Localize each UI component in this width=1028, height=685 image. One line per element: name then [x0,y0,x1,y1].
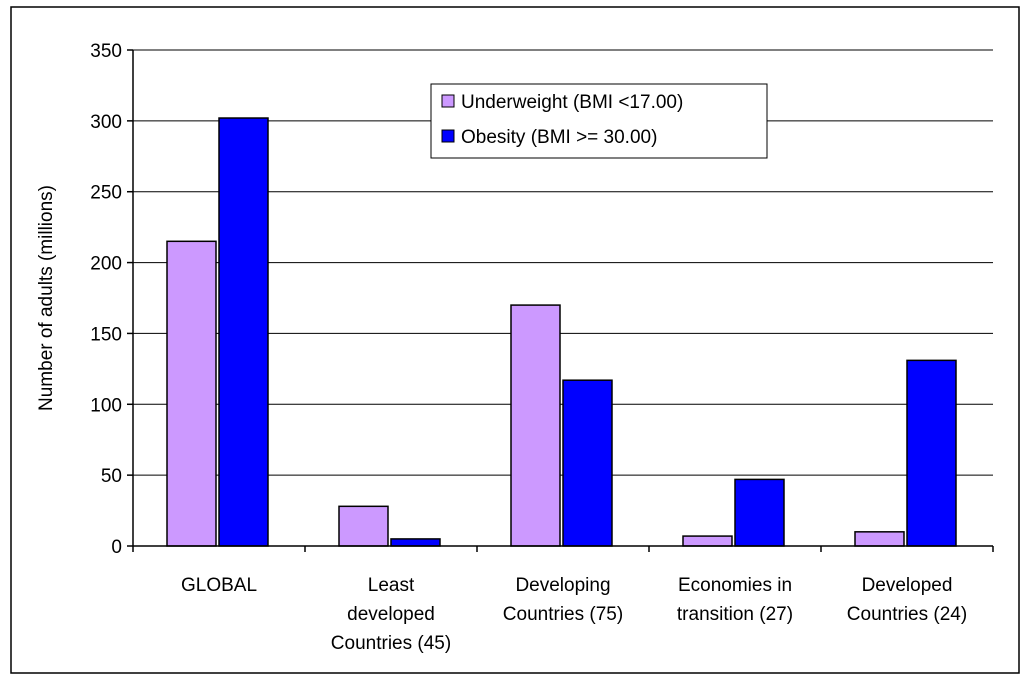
legend-label-obesity: Obesity (BMI >= 30.00) [461,127,657,148]
y-tick-label: 350 [90,41,122,62]
bar-underweight [338,505,389,547]
bars [166,117,957,547]
legend-box [430,83,768,159]
bar-obesity [562,379,613,547]
y-tick-label: 200 [90,254,122,275]
axes [132,50,993,547]
bar-underweight [854,531,905,547]
bar-underweight [682,535,733,547]
y-tick-label: 50 [101,466,122,487]
category-label: Developed Countries (24) [847,575,967,625]
legend: Underweight (BMI <17.00) Obesity (BMI >=… [430,83,768,159]
legend-swatch-obesity [441,129,455,143]
legend-label-underweight: Underweight (BMI <17.00) [461,92,683,113]
legend-swatch-underweight [441,94,455,108]
category-label: Economies in transition (27) [677,575,793,625]
category-label: Least developed Countries (45) [331,575,451,654]
y-tick-label: 250 [90,183,122,204]
bar-obesity [906,359,957,547]
bar-obesity [390,538,441,547]
bar-underweight [510,304,561,547]
y-tick-label: 0 [111,537,122,558]
category-labels: GLOBAL Least developed Countries (45) Develo… [181,575,967,654]
y-ticks: 0 50 100 150 200 250 300 350 [90,41,133,558]
y-tick-label: 100 [90,395,122,416]
category-label: Developing Countries (75) [503,575,623,625]
bar-obesity [218,117,269,547]
bar-obesity [734,478,785,547]
bar-underweight [166,240,217,547]
y-tick-label: 300 [90,112,122,133]
category-label: GLOBAL [181,575,257,596]
y-axis-title: Number of adults (millions) [36,185,57,411]
x-ticks [132,546,994,552]
y-tick-label: 150 [90,324,122,345]
